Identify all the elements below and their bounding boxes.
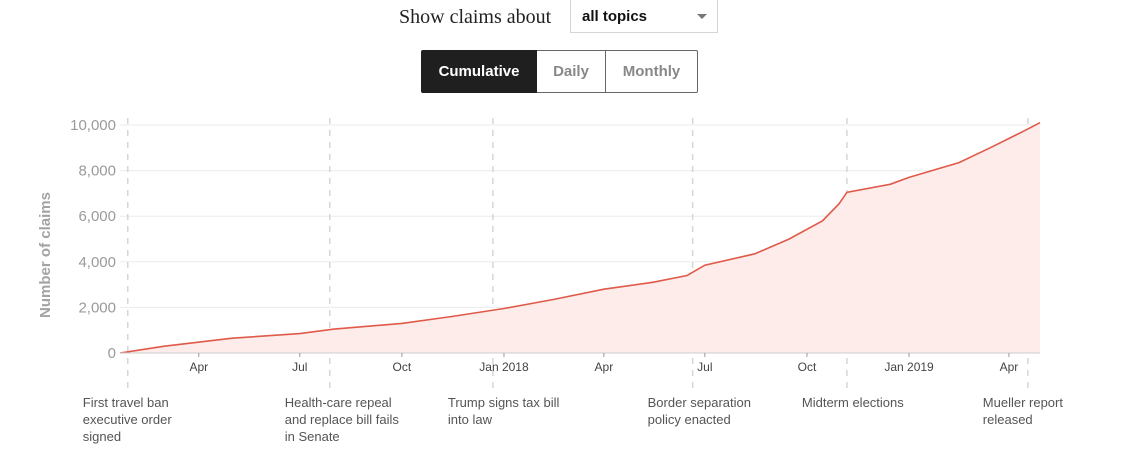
y-axis-label: Number of claims (37, 192, 54, 318)
monthly-button[interactable]: Monthly (606, 50, 698, 93)
event-label: First travel ban executive order signed (83, 395, 173, 444)
x-tick-label: Oct (393, 360, 412, 374)
claims-chart: 0 2,000 4,000 6,000 8,000 10,000 Apr Jul Oct Jan… (37, 117, 1064, 444)
y-tick-label: 6,000 (78, 208, 116, 225)
x-tick-label: Apr (189, 360, 208, 374)
x-tick-label: Jan 2019 (884, 360, 934, 374)
event-label: Mueller report released (983, 395, 1064, 427)
cumulative-button[interactable]: Cumulative (421, 50, 537, 93)
chevron-down-icon (697, 14, 707, 19)
y-axis-ticks: 0 2,000 4,000 6,000 8,000 10,000 (70, 117, 116, 362)
topic-select-value: all topics (582, 8, 648, 25)
x-tick-label: Apr (1000, 360, 1019, 374)
x-tick-label: Jan 2018 (479, 360, 529, 374)
claims-line (119, 121, 1041, 354)
y-tick-label: 10,000 (70, 117, 116, 134)
y-tick-label: 4,000 (78, 254, 116, 271)
x-tick-label: Apr (595, 360, 614, 374)
y-tick-label: 0 (108, 345, 116, 362)
event-label: Midterm elections (802, 395, 904, 410)
daily-button[interactable]: Daily (537, 50, 606, 93)
event-label: Border separation policy enacted (648, 395, 751, 427)
topic-filter: Show claims about all topics (0, 0, 1136, 36)
event-label: Health-care repeal and replace bill fails… (285, 395, 400, 444)
x-axis-ticks: Apr Jul Oct Jan 2018 Apr Jul Oct Jan 2019 Apr (189, 353, 1018, 374)
topic-select[interactable]: all topics (570, 0, 718, 33)
view-toggle: Cumulative Daily Monthly (421, 50, 698, 93)
x-tick-label: Oct (798, 360, 817, 374)
event-labels: First travel ban executive order signed Hea… (83, 395, 1064, 444)
filter-label: Show claims about (399, 6, 552, 28)
x-tick-label: Jul (292, 360, 307, 374)
y-tick-label: 8,000 (78, 163, 116, 180)
claims-area (120, 122, 1040, 353)
event-label: Trump signs tax bill into law (448, 395, 560, 427)
y-tick-label: 2,000 (78, 299, 116, 316)
x-tick-label: Jul (697, 360, 712, 374)
